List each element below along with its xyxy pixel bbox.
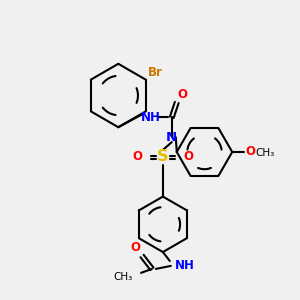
- Text: NH: NH: [141, 111, 161, 124]
- Text: N: N: [166, 130, 177, 144]
- Text: O: O: [184, 150, 194, 164]
- Text: S: S: [157, 149, 169, 164]
- Text: Br: Br: [148, 66, 163, 79]
- Text: O: O: [245, 146, 255, 158]
- Text: NH: NH: [175, 260, 195, 272]
- Text: O: O: [178, 88, 188, 101]
- Text: CH₃: CH₃: [255, 148, 274, 158]
- Text: O: O: [130, 241, 140, 254]
- Text: O: O: [132, 150, 142, 164]
- Text: CH₃: CH₃: [113, 272, 132, 282]
